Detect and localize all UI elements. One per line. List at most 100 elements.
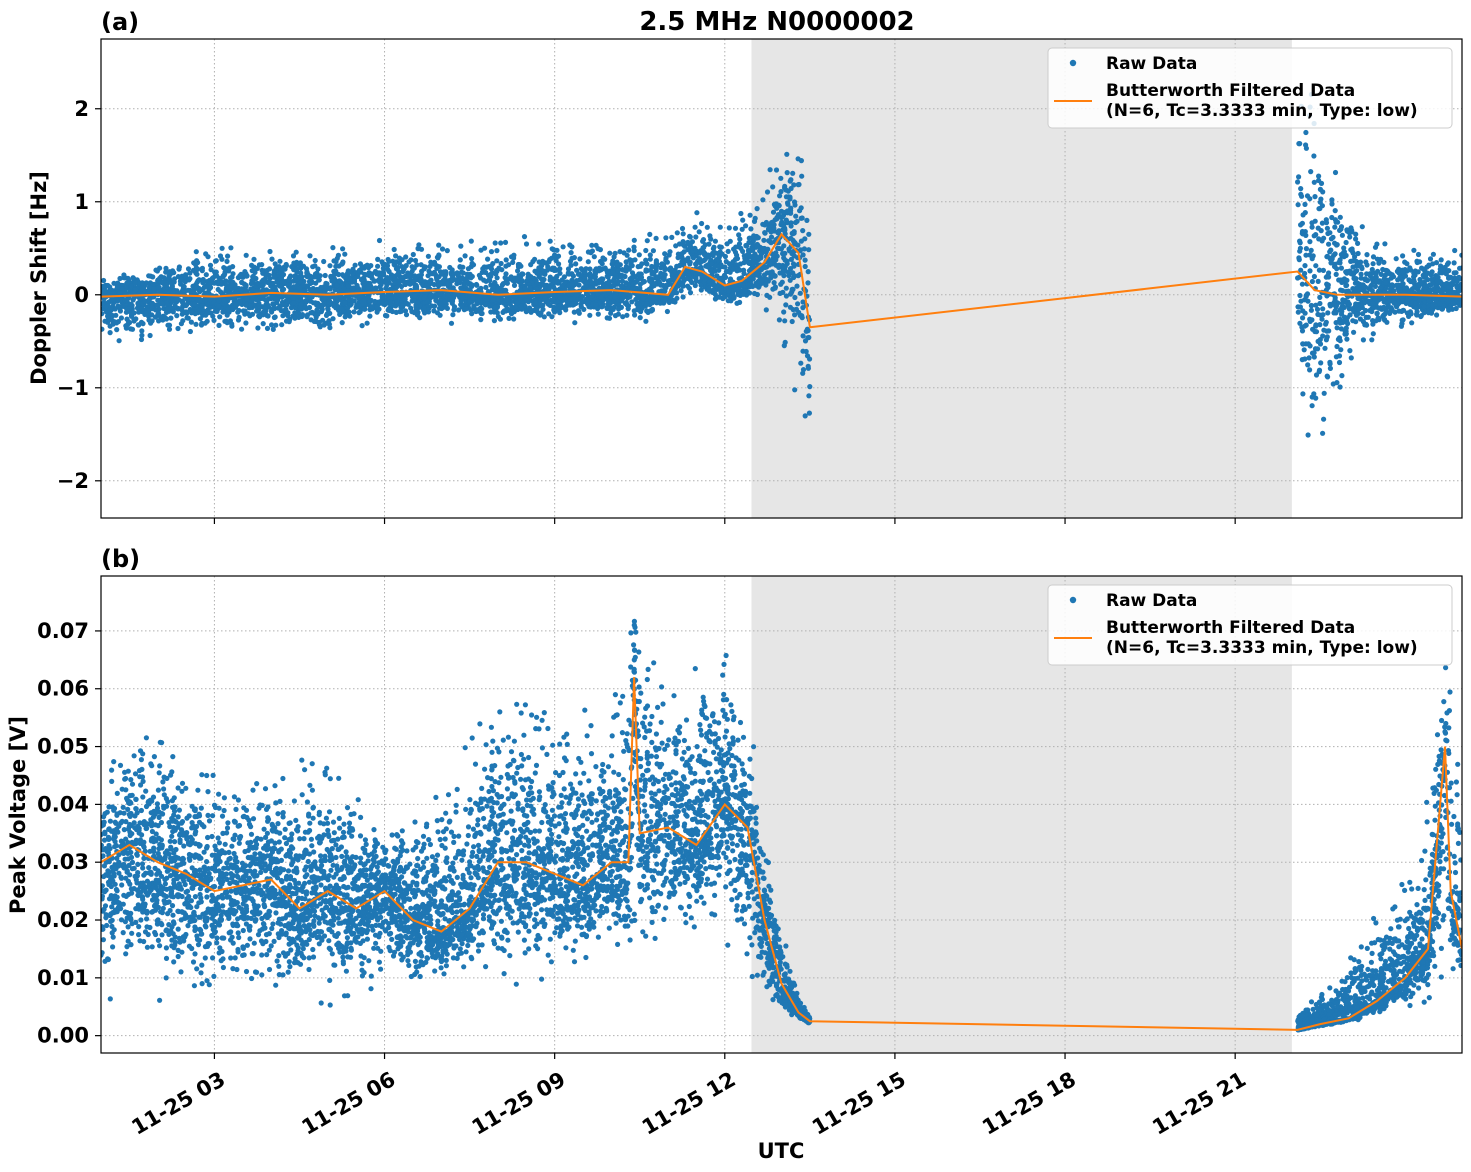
raw-data-point [806,393,812,399]
raw-data-point [315,266,321,272]
raw-data-point [576,309,582,315]
raw-data-point [699,220,705,227]
raw-data-point [426,268,432,274]
raw-data-point [538,266,544,272]
raw-data-point [153,267,159,273]
raw-data-point [792,294,798,301]
raw-data-point [1297,238,1303,244]
raw-data-point [455,307,462,313]
raw-data-point [743,223,749,229]
raw-data-point [1338,265,1344,271]
raw-data-point [758,277,765,283]
raw-data-point [542,271,548,277]
raw-data-point [364,262,370,268]
raw-data-point [128,301,134,307]
raw-data-point [1438,289,1444,295]
raw-data-point [776,262,782,268]
raw-data-point [1316,177,1322,184]
raw-data-point [123,323,129,329]
raw-data-point [554,273,560,279]
raw-data-point [763,307,769,313]
raw-data-point [243,320,249,326]
raw-data-point [459,275,465,281]
raw-data-point [107,307,113,313]
raw-data-point [1355,240,1361,246]
raw-data-point [331,303,337,309]
raw-data-point [485,256,491,262]
raw-data-point [725,248,731,254]
raw-data-point [611,254,617,260]
raw-data-point [1362,289,1368,295]
raw-data-point [696,256,702,262]
raw-data-point [322,288,328,294]
raw-data-point [171,279,177,285]
raw-data-point [1414,312,1420,318]
raw-data-point [1400,253,1406,259]
raw-data-point [1339,232,1345,238]
raw-data-point [1375,315,1381,321]
raw-data-point [278,274,285,280]
raw-data-point [339,320,345,326]
raw-data-point [1362,322,1368,328]
raw-data-point [620,314,626,320]
raw-data-point [346,269,353,275]
raw-data-point [132,280,138,286]
raw-data-point [751,218,758,224]
raw-data-point [533,286,540,292]
raw-data-point [185,266,192,272]
raw-data-point [790,231,796,237]
raw-data-point [146,288,152,294]
raw-data-point [308,310,314,316]
raw-data-point [1299,357,1305,363]
raw-data-point [193,262,199,268]
raw-data-point [702,256,708,262]
raw-data-point [221,265,227,271]
raw-data-point [1381,259,1387,265]
raw-data-point [1332,224,1338,230]
raw-data-point [587,266,593,272]
raw-data-point [1297,292,1303,299]
raw-data-point [589,293,595,299]
raw-data-point [334,282,340,289]
raw-data-point [498,240,504,246]
raw-data-point [1445,260,1451,266]
raw-data-point [253,288,259,294]
raw-data-point [1320,306,1326,312]
raw-data-point [690,255,697,261]
raw-data-point [1428,310,1435,316]
raw-data-point [1327,249,1333,255]
raw-data-point [263,297,269,303]
raw-data-point [503,271,509,277]
raw-data-point [1309,278,1315,285]
raw-data-point [517,287,524,293]
raw-data-point [478,247,484,253]
raw-data-point [1458,286,1462,292]
raw-data-point [652,281,658,287]
raw-data-point [400,269,406,275]
raw-data-point [629,258,635,264]
raw-data-point [565,271,571,277]
raw-data-point [694,210,700,216]
raw-data-point [436,242,442,248]
raw-data-point [398,308,404,314]
raw-data-point [726,225,732,231]
raw-data-point [1370,321,1376,327]
raw-data-point [1374,310,1380,316]
raw-data-point [1333,271,1339,277]
raw-data-point [249,262,255,268]
raw-data-point [1369,337,1375,343]
raw-data-point [487,264,493,270]
raw-data-point [1329,255,1335,261]
raw-data-point [1333,320,1339,326]
raw-data-point [151,286,157,292]
raw-data-point [545,264,551,270]
raw-data-point [784,151,790,157]
raw-data-point [1318,360,1324,366]
raw-data-point [763,249,769,255]
raw-data-point [386,306,392,312]
raw-data-point [732,225,739,231]
raw-data-point [1297,141,1303,147]
raw-data-point [1336,259,1342,265]
raw-data-point [352,262,358,268]
